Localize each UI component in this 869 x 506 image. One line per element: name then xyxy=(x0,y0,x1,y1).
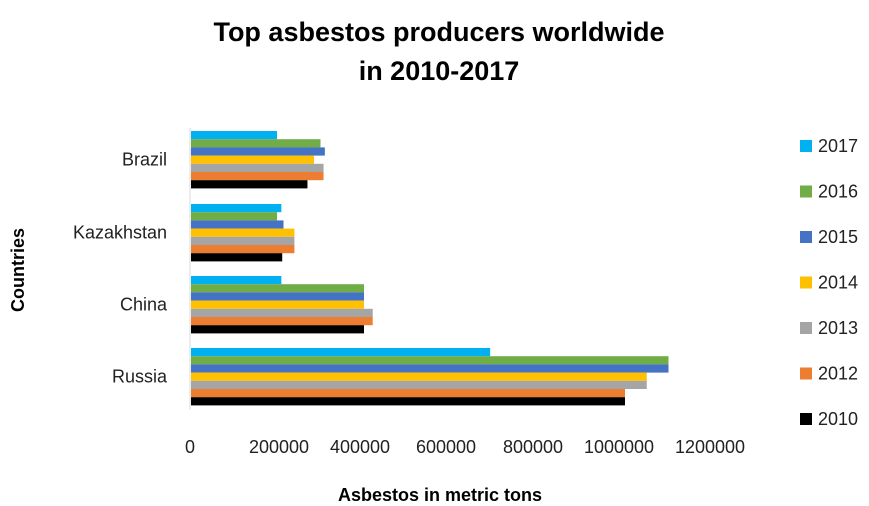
category-label-china: China xyxy=(120,295,168,315)
bar-brazil-2016 xyxy=(191,139,321,148)
x-tick-label: 1200000 xyxy=(675,437,745,457)
x-tick-labels: 0 200000 400000 600000 800000 1000000 1200000 xyxy=(185,437,745,457)
legend-label-2015: 2015 xyxy=(818,227,858,247)
legend-label-2013: 2013 xyxy=(818,318,858,338)
bar-brazil-2014 xyxy=(191,155,314,164)
category-label-russia: Russia xyxy=(112,367,168,387)
legend-label-2012: 2012 xyxy=(818,364,858,384)
bar-russia-2010 xyxy=(191,397,625,406)
x-tick-label: 0 xyxy=(185,437,195,457)
legend-label-2017: 2017 xyxy=(818,136,858,156)
x-tick-label: 400000 xyxy=(330,437,390,457)
legend-label-2010: 2010 xyxy=(818,409,858,429)
x-tick-label: 200000 xyxy=(249,437,309,457)
bar-russia-2014 xyxy=(191,372,647,381)
bar-brazil-2015 xyxy=(191,147,325,156)
category-label-kazakhstan: Kazakhstan xyxy=(73,223,167,243)
x-tick-label: 1000000 xyxy=(584,437,654,457)
chart-title-line-1: Top asbestos producers worldwide xyxy=(213,17,664,47)
bar-russia-2017 xyxy=(191,348,491,357)
y-axis-title: Countries xyxy=(8,228,28,312)
bar-brazil-2010 xyxy=(191,180,308,189)
bar-russia-2016 xyxy=(191,356,669,365)
bar-kazakhstan-2016 xyxy=(191,212,277,221)
bar-brazil-2013 xyxy=(191,163,324,172)
bar-china-2014 xyxy=(191,300,364,309)
legend-label-2014: 2014 xyxy=(818,273,858,293)
category-labels: Russia China Kazakhstan Brazil xyxy=(73,150,168,387)
bar-china-2012 xyxy=(191,317,373,326)
bar-china-2013 xyxy=(191,308,373,317)
bars-group xyxy=(191,131,669,406)
bar-china-2010 xyxy=(191,325,364,334)
legend: 2017 2016 2015 2014 2013 2012 2010 xyxy=(800,136,858,429)
x-tick-label: 800000 xyxy=(503,437,563,457)
legend-swatch-2012 xyxy=(800,367,812,380)
x-axis-title: Asbestos in metric tons xyxy=(338,485,542,505)
legend-swatch-2013 xyxy=(800,322,812,334)
bar-kazakhstan-2013 xyxy=(191,236,295,245)
bar-china-2017 xyxy=(191,276,282,285)
category-label-brazil: Brazil xyxy=(122,150,167,170)
bar-russia-2012 xyxy=(191,389,625,398)
bar-kazakhstan-2012 xyxy=(191,245,295,254)
bar-brazil-2017 xyxy=(191,131,277,140)
bar-kazakhstan-2015 xyxy=(191,220,284,229)
bar-china-2015 xyxy=(191,292,364,301)
bar-brazil-2012 xyxy=(191,172,324,181)
legend-swatch-2016 xyxy=(800,185,812,198)
bar-kazakhstan-2014 xyxy=(191,228,295,237)
legend-swatch-2010 xyxy=(800,413,812,425)
x-tick-label: 600000 xyxy=(416,437,476,457)
legend-swatch-2014 xyxy=(800,276,812,289)
legend-swatch-2015 xyxy=(800,231,812,243)
bar-china-2016 xyxy=(191,284,364,293)
bar-kazakhstan-2010 xyxy=(191,253,283,262)
bar-russia-2015 xyxy=(191,364,669,373)
bar-kazakhstan-2017 xyxy=(191,204,282,213)
legend-swatch-2017 xyxy=(800,140,812,152)
bar-russia-2013 xyxy=(191,380,647,389)
chart-title-line-2: in 2010-2017 xyxy=(359,56,520,86)
legend-label-2016: 2016 xyxy=(818,182,858,202)
